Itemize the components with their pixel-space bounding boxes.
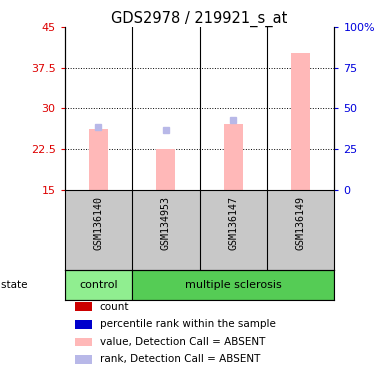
Text: value, Detection Call = ABSENT: value, Detection Call = ABSENT [100,337,265,347]
Text: disease state: disease state [0,280,27,290]
Bar [291,53,310,190]
Text: rank, Detection Call = ABSENT: rank, Detection Call = ABSENT [100,354,260,364]
Bar [156,149,175,190]
Bar [65,270,132,300]
Text: GSM134953: GSM134953 [161,196,171,250]
Bar [224,124,243,190]
Bar [132,270,334,300]
Text: percentile rank within the sample: percentile rank within the sample [100,319,276,329]
Bar [75,338,92,346]
Title: GDS2978 / 219921_s_at: GDS2978 / 219921_s_at [111,11,288,27]
Text: GSM136140: GSM136140 [93,196,103,250]
Text: count: count [100,302,129,312]
Bar [75,355,92,364]
Text: control: control [79,280,118,290]
Bar [75,303,92,311]
Text: multiple sclerosis: multiple sclerosis [185,280,282,290]
Text: GSM136149: GSM136149 [296,196,306,250]
Text: GSM136147: GSM136147 [228,196,238,250]
Bar [89,129,108,190]
Bar [75,320,92,329]
